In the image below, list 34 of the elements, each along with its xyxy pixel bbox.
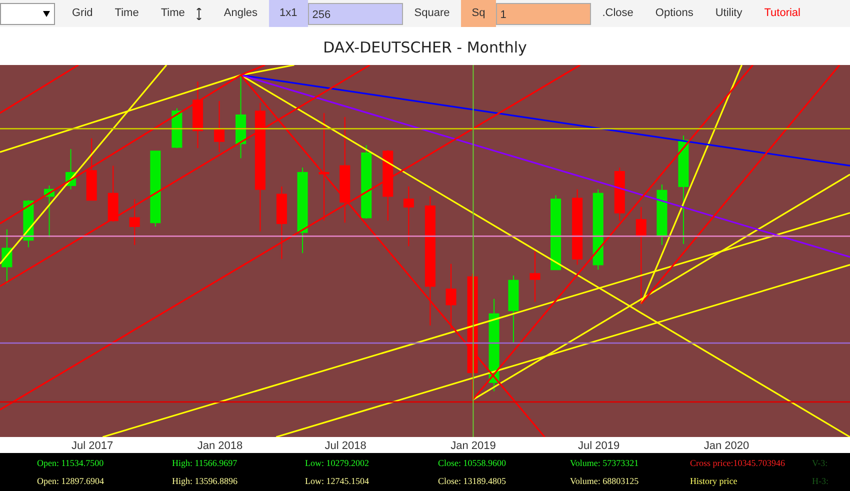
x-tick-label: Jul 2019 xyxy=(578,440,620,452)
text: Low: 12745.1504 xyxy=(305,476,369,486)
text: V-3: xyxy=(812,458,828,468)
text: Close: 13189.4805 xyxy=(438,476,506,486)
x-tick-label: Jan 2019 xyxy=(450,440,496,452)
text: Square xyxy=(413,6,451,21)
text: Time xyxy=(114,6,140,21)
text: Grid xyxy=(71,6,94,21)
text: Cross price:10345.703946 xyxy=(690,458,785,468)
text: 256 xyxy=(308,2,404,24)
text: High: 13596.8896 xyxy=(172,476,238,486)
text: History price xyxy=(690,476,738,486)
text: Volume: 57373321 xyxy=(570,458,639,468)
chart-title: DAX-DEUTSCHER - Monthly xyxy=(323,38,528,56)
text: Open: 12897.6904 xyxy=(37,476,104,486)
x-tick-label: Jan 2018 xyxy=(197,440,243,452)
text: Utility xyxy=(714,6,744,21)
x-tick-label: Jan 2020 xyxy=(704,440,750,452)
text: Volume: 68803125 xyxy=(570,476,639,486)
text: Low: 10279.2002 xyxy=(305,458,369,468)
text: Time xyxy=(160,6,186,21)
text: Close: 10558.9600 xyxy=(438,458,506,468)
text: .Close xyxy=(601,6,634,21)
text: 1 xyxy=(496,2,592,24)
text: 1x1 xyxy=(268,0,308,27)
text: Tutorial xyxy=(763,6,802,21)
text: High: 11566.9697 xyxy=(172,458,238,468)
text: Open: 11534.7500 xyxy=(37,458,104,468)
x-tick-label: Jul 2018 xyxy=(324,440,366,452)
text: H-3: xyxy=(812,476,828,486)
x-tick-label: Jul 2017 xyxy=(71,440,114,452)
text: Sq xyxy=(460,0,496,27)
text: Angles xyxy=(222,6,259,21)
text: Options xyxy=(654,6,694,21)
